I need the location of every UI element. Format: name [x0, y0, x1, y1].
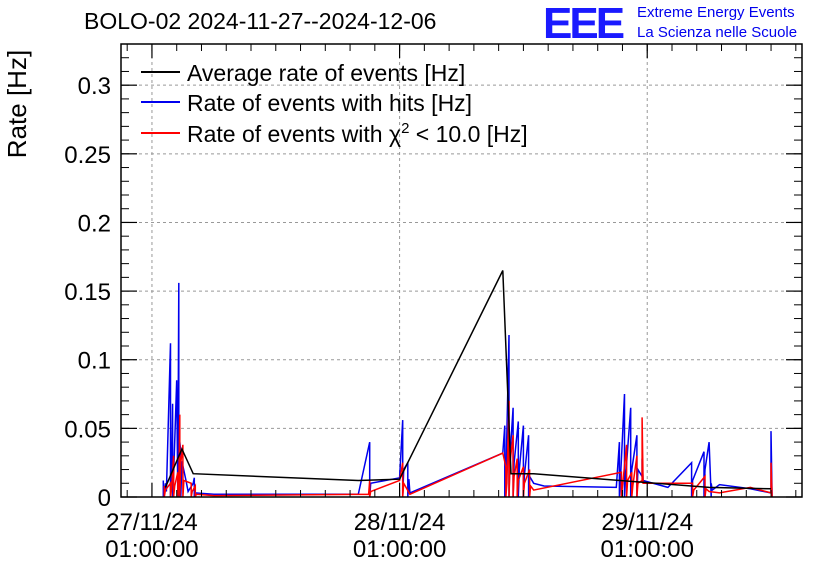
legend-label-text: Average rate of events [Hz] — [187, 60, 465, 86]
axis-ticks — [121, 43, 802, 498]
y-tick-label: 0 — [98, 485, 111, 512]
chart-title: BOLO-02 2024-11-27--2024-12-06 — [84, 8, 437, 34]
x-tick-time: 01:00:00 — [105, 536, 198, 563]
x-tick-time: 01:00:00 — [353, 536, 446, 563]
y-tick-label: 0.3 — [78, 73, 111, 100]
y-tick-label: 0.15 — [64, 279, 111, 306]
x-axis-labels: 27/11/2401:00:0028/11/2401:00:0029/11/24… — [105, 509, 694, 563]
legend-label: Average rate of events [Hz] — [187, 60, 465, 86]
y-tick-label: 0.2 — [78, 210, 111, 237]
series-line-2 — [163, 400, 773, 498]
org-line-2: La Scienza nelle Scuole — [637, 24, 798, 41]
y-tick-label: 0.05 — [64, 416, 111, 443]
org-line-1: Extreme Energy Events — [637, 4, 795, 21]
eee-logo: EEE — [543, 0, 625, 48]
plot-frame — [120, 43, 803, 498]
y-axis-title: Rate [Hz] — [2, 50, 32, 158]
legend-label: Rate of events with χ2 < 10.0 [Hz] — [187, 120, 528, 147]
legend-label-text: Rate of events with hits [Hz] — [187, 90, 472, 116]
org-label: Extreme Energy Events La Scienza nelle S… — [637, 3, 797, 43]
x-tick-date: 29/11/24 — [601, 509, 693, 536]
legend-label-text: Rate of events with χ — [187, 121, 401, 147]
legend-label-tail: < 10.0 [Hz] — [409, 121, 527, 147]
series-layer — [162, 270, 773, 498]
y-tick-label: 0.25 — [64, 142, 111, 169]
x-tick-time: 01:00:00 — [601, 536, 694, 563]
legend-superscript: 2 — [401, 120, 409, 137]
series-line-0 — [164, 270, 772, 490]
x-tick-date: 27/11/24 — [106, 509, 198, 536]
x-tick-date: 28/11/24 — [354, 509, 446, 536]
y-tick-label: 0.1 — [78, 348, 111, 375]
legend: Average rate of events [Hz] Rate of event… — [141, 60, 528, 147]
legend-label: Rate of events with hits [Hz] — [187, 90, 472, 116]
series-line-1 — [162, 282, 773, 498]
y-axis-labels: 0 0.05 0.1 0.15 0.2 0.25 0.3 — [64, 73, 111, 512]
